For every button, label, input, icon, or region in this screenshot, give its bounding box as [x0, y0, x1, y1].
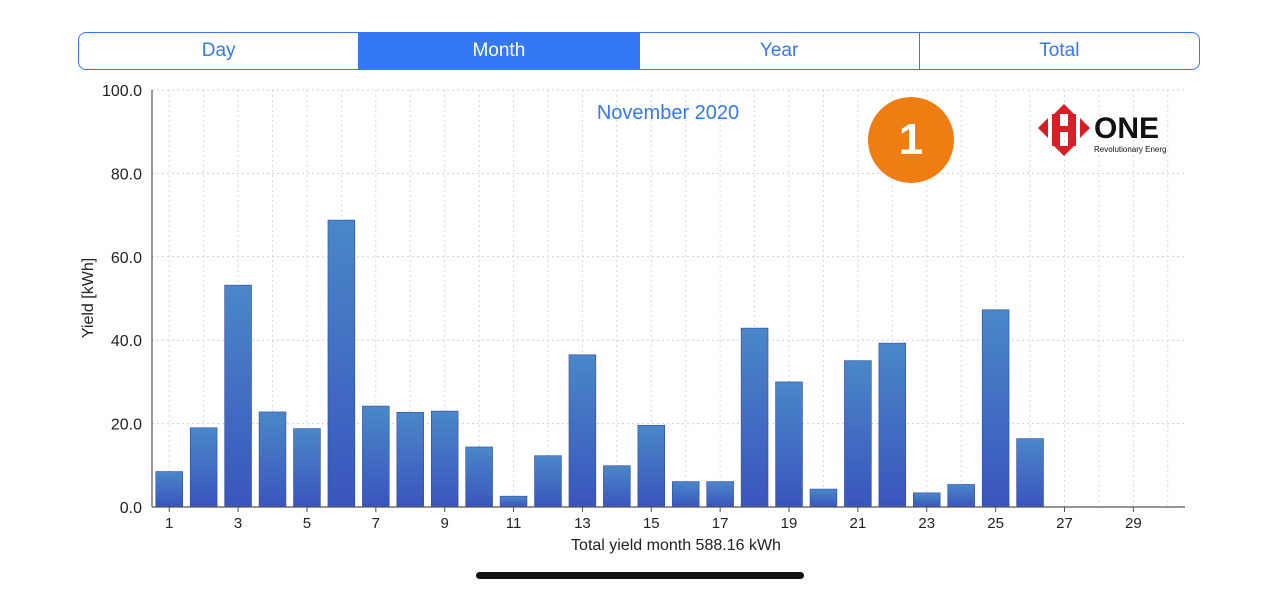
bar-day-21[interactable]	[844, 360, 872, 508]
tab-day[interactable]: Day	[79, 33, 360, 69]
bar-day-24[interactable]	[947, 484, 975, 508]
bar-day-3[interactable]	[224, 284, 252, 508]
x-tick-label: 1	[165, 515, 173, 532]
y-tick-label: 20.0	[111, 417, 142, 434]
notification-badge: 1	[868, 97, 954, 183]
tab-total[interactable]: Total	[1039, 40, 1080, 61]
bar-day-4[interactable]	[258, 411, 287, 508]
y-axis-label: Yield [kWh]	[80, 258, 97, 338]
bar-day-11[interactable]	[499, 495, 528, 508]
x-tick-label: 19	[781, 515, 798, 532]
bar-day-26[interactable]	[1016, 438, 1044, 508]
x-tick-label: 3	[234, 515, 242, 532]
chart-title: November 2020	[597, 102, 739, 124]
x-tick-label: 29	[1125, 515, 1142, 532]
bar-day-10[interactable]	[465, 446, 493, 508]
y-tick-label: 100.0	[102, 83, 142, 100]
period-segmented-control: Day Month Year Total	[78, 32, 1200, 70]
x-axis-label: Total yield month 588.16 kWh	[571, 537, 781, 554]
bar-day-19[interactable]	[775, 381, 803, 508]
bar-day-7[interactable]	[362, 405, 390, 508]
bar-day-22[interactable]	[878, 342, 907, 508]
h-arrows-logo-icon: ONE Revolutionary Energy	[1038, 104, 1170, 156]
bar-day-14[interactable]	[603, 465, 631, 508]
chart-bars	[155, 219, 1044, 508]
tab-month[interactable]: Month	[359, 33, 640, 69]
bar-day-16[interactable]	[671, 481, 700, 508]
logo-brand: ONE	[1094, 112, 1159, 145]
y-tick-label: 80.0	[111, 166, 142, 183]
x-tick-label: 7	[372, 515, 380, 532]
y-tick-label: 0.0	[120, 500, 142, 517]
x-tick-label: 21	[850, 515, 867, 532]
x-tick-label: 13	[574, 515, 591, 532]
x-tick-label: 25	[987, 515, 1004, 532]
bar-day-5[interactable]	[293, 428, 321, 508]
bar-day-13[interactable]	[568, 354, 597, 508]
tab-year[interactable]: Year	[640, 33, 920, 69]
y-tick-label: 40.0	[111, 333, 142, 350]
bar-day-9[interactable]	[430, 410, 459, 508]
bar-day-8[interactable]	[396, 412, 424, 508]
x-tick-label: 23	[918, 515, 935, 532]
bar-day-1[interactable]	[155, 471, 183, 508]
x-tick-label: 17	[712, 515, 729, 532]
home-indicator[interactable]	[476, 572, 804, 579]
x-tick-label: 11	[506, 515, 522, 532]
bar-day-15[interactable]	[637, 424, 666, 508]
x-tick-label: 9	[441, 515, 449, 532]
bar-day-2[interactable]	[189, 427, 218, 508]
x-tick-label: 27	[1056, 515, 1073, 532]
x-tick-label: 15	[643, 515, 660, 532]
bar-day-6[interactable]	[327, 219, 356, 508]
y-tick-label: 60.0	[111, 250, 142, 267]
bar-day-20[interactable]	[809, 488, 838, 508]
bar-day-12[interactable]	[534, 455, 562, 508]
bar-day-25[interactable]	[981, 309, 1010, 508]
bar-day-18[interactable]	[740, 327, 769, 508]
x-tick-label: 5	[303, 515, 311, 532]
bar-day-17[interactable]	[706, 481, 734, 508]
logo-tagline: Revolutionary Energy	[1094, 145, 1166, 154]
one-logo: ONE Revolutionary Energy	[1036, 100, 1170, 158]
bar-day-23[interactable]	[913, 492, 941, 508]
